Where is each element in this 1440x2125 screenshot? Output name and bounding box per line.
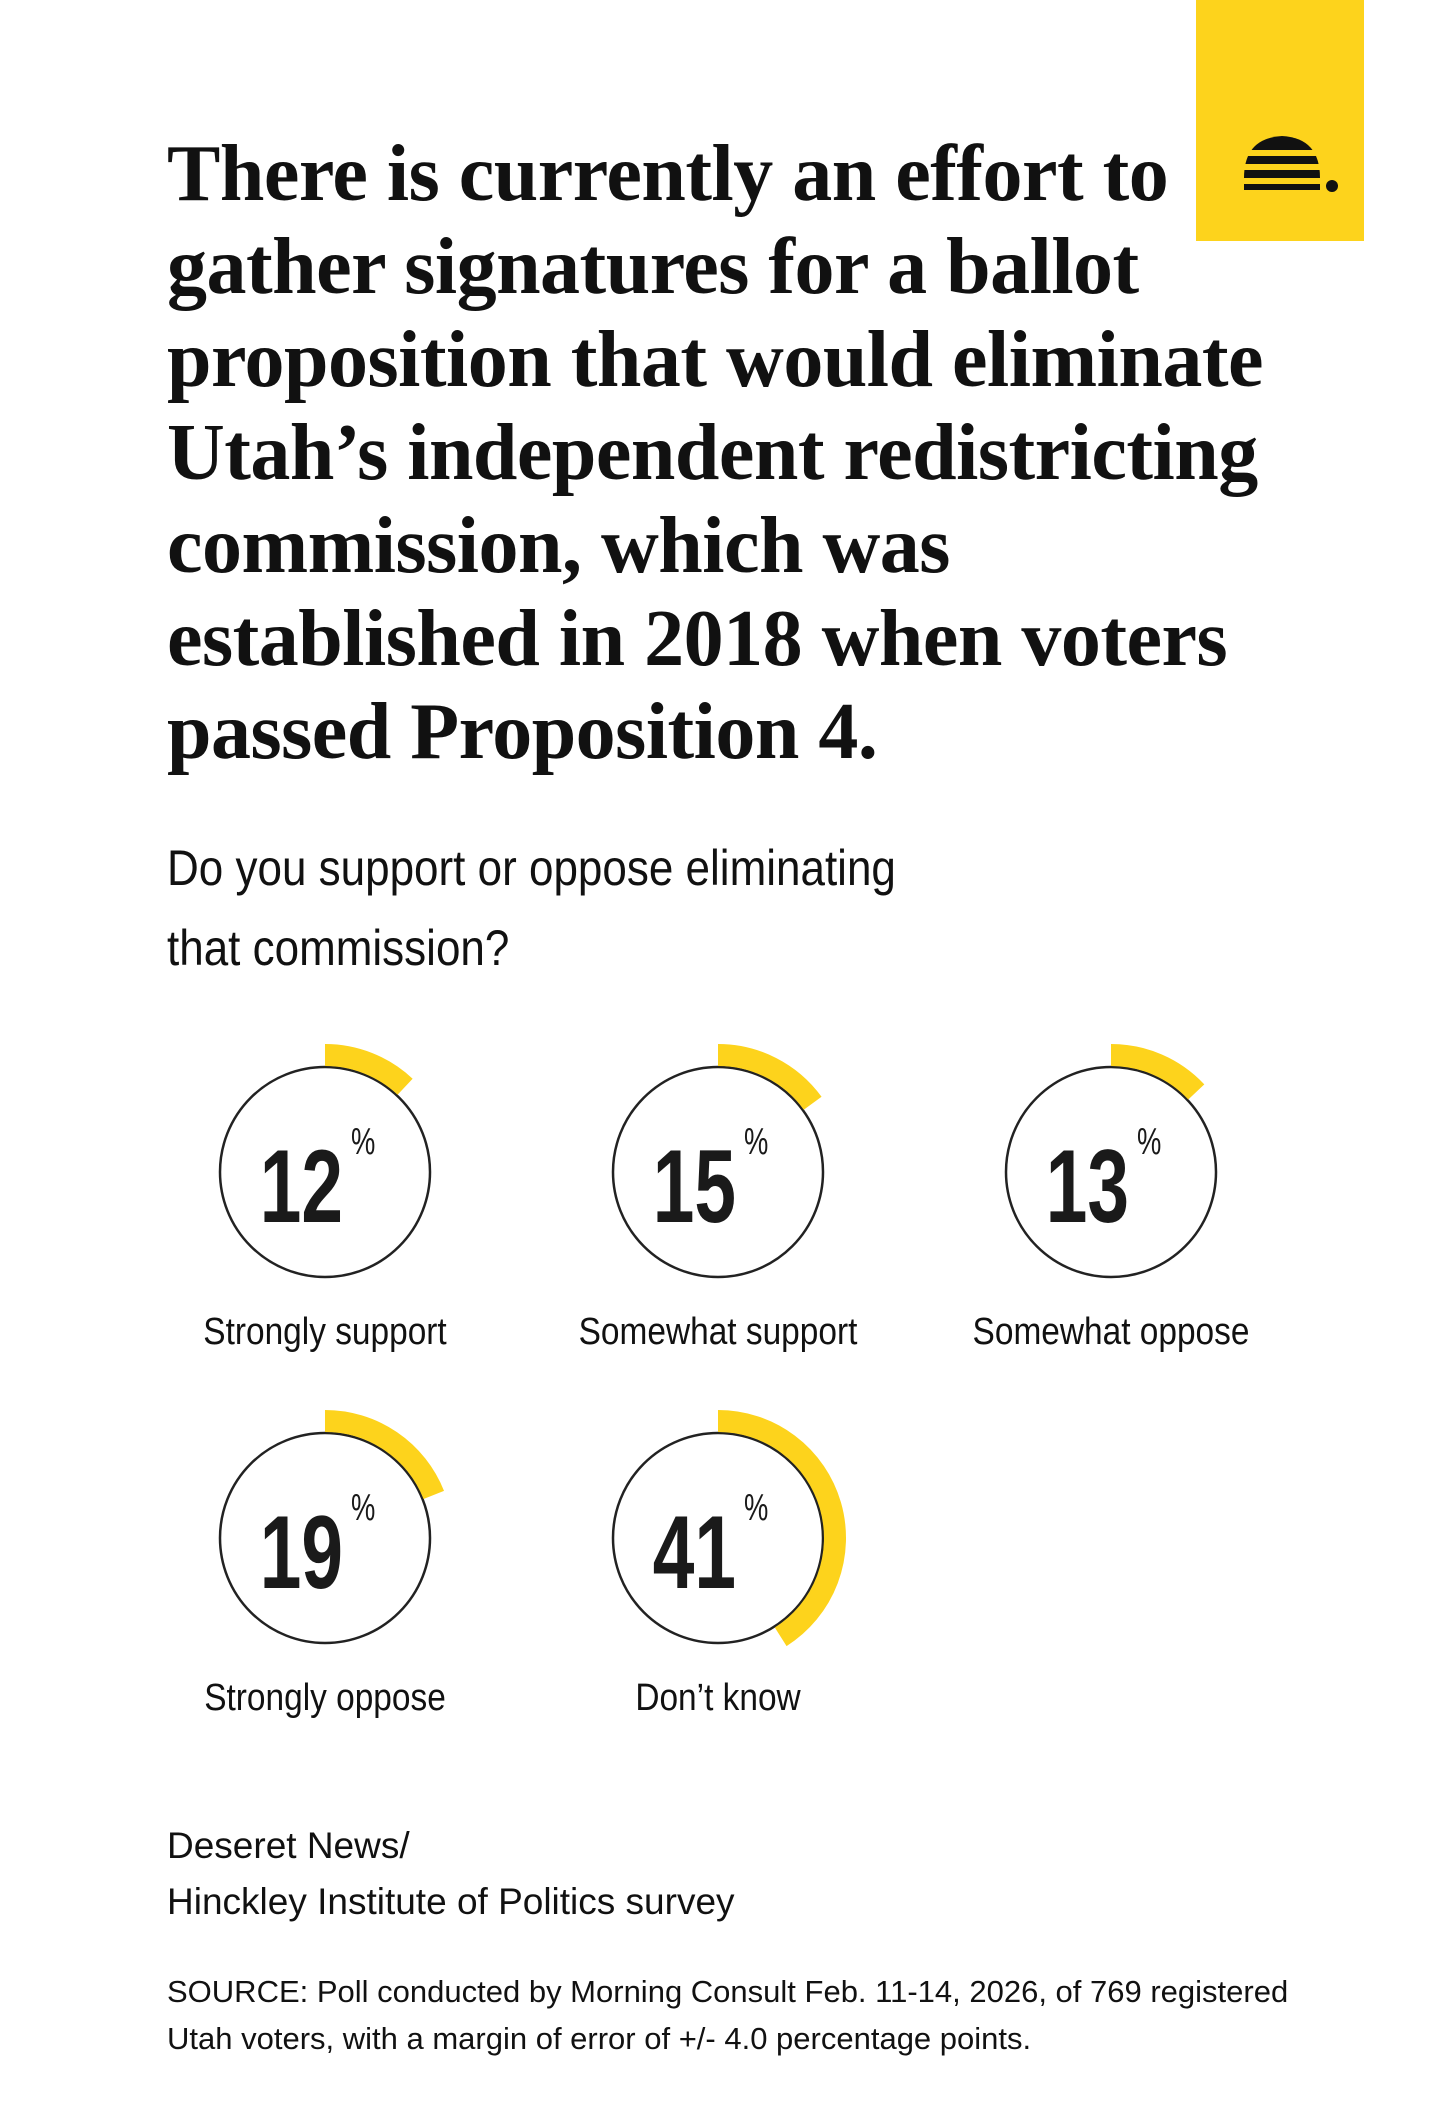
gauge-arc: [717, 1044, 822, 1110]
value-label: 12: [260, 1129, 343, 1245]
value-unit: %: [744, 1487, 768, 1529]
unit-label: %: [1137, 1121, 1161, 1163]
value-label: 19: [260, 1495, 343, 1611]
category-label: Strongly support: [203, 1310, 446, 1352]
value-unit: %: [744, 1121, 768, 1163]
gauge-ring: [218, 1431, 432, 1645]
gauge-ring: [611, 1065, 825, 1279]
source-line: Deseret News/: [167, 1825, 410, 1866]
value-number: 19: [260, 1495, 343, 1611]
category-label: Somewhat support: [579, 1310, 858, 1352]
category-label-wrap: Strongly oppose: [204, 1676, 446, 1718]
gauge-ring: [218, 1065, 432, 1279]
gauge-arc: [324, 1410, 445, 1500]
unit-label: %: [351, 1487, 375, 1529]
gauge-arc: [1110, 1044, 1205, 1100]
gauge-ring: [611, 1431, 825, 1645]
value-label: 41: [653, 1495, 736, 1611]
value-label: 15: [653, 1129, 736, 1245]
value-number: 13: [1046, 1129, 1129, 1245]
value-number: 15: [653, 1129, 736, 1245]
value-unit: %: [1137, 1121, 1161, 1163]
source: Deseret News/ Hinckley Institute of Poli…: [167, 1818, 735, 1930]
logo-box: [1196, 0, 1364, 241]
category-label: Strongly oppose: [204, 1676, 446, 1718]
value-number: 12: [260, 1129, 343, 1245]
unit-label: %: [744, 1487, 768, 1529]
gauges: 12 % Strongly support 15 % Somewhat support 13…: [203, 1044, 1250, 1718]
gauge-arc: [717, 1410, 846, 1647]
gauge-arc: [324, 1044, 413, 1095]
chart-subtitle: Do you support or oppose eliminating tha…: [167, 840, 896, 976]
source-note: SOURCE: Poll conducted by Morning Consul…: [167, 1974, 1289, 2056]
unit-label: %: [744, 1121, 768, 1163]
source-line: Hinckley Institute of Politics survey: [167, 1881, 735, 1922]
category-label: Somewhat oppose: [973, 1310, 1250, 1352]
chart-title: There is currently an effort to gather s…: [167, 130, 1264, 776]
category-label: Don’t know: [635, 1676, 801, 1718]
value-unit: %: [351, 1121, 375, 1163]
logo: [1240, 136, 1338, 192]
category-label-wrap: Strongly support: [203, 1310, 446, 1352]
category-label-wrap: Somewhat support: [579, 1310, 858, 1352]
category-label-wrap: Don’t know: [635, 1676, 801, 1718]
category-label-wrap: Somewhat oppose: [973, 1310, 1250, 1352]
gauge-ring: [1004, 1065, 1218, 1279]
unit-label: %: [351, 1121, 375, 1163]
value-unit: %: [351, 1487, 375, 1529]
value-label: 13: [1046, 1129, 1129, 1245]
value-number: 41: [653, 1495, 736, 1611]
